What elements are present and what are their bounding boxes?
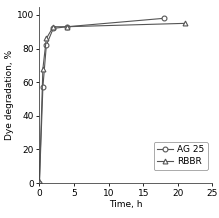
RBBR bbox=[38, 180, 41, 183]
Line: AG 25: AG 25 bbox=[37, 16, 166, 186]
AG 25 bbox=[66, 26, 68, 28]
RBBR bbox=[184, 22, 186, 25]
Y-axis label: Dye degradation, %: Dye degradation, % bbox=[5, 50, 14, 140]
AG 25 bbox=[42, 86, 44, 89]
AG 25 bbox=[38, 182, 41, 184]
RBBR bbox=[45, 37, 48, 40]
RBBR bbox=[52, 26, 55, 28]
RBBR bbox=[66, 26, 68, 28]
Legend: AG 25, RBBR: AG 25, RBBR bbox=[154, 142, 208, 170]
X-axis label: Time, h: Time, h bbox=[109, 201, 143, 209]
AG 25 bbox=[52, 27, 55, 30]
Line: RBBR: RBBR bbox=[37, 21, 187, 184]
AG 25 bbox=[163, 17, 165, 20]
AG 25 bbox=[45, 44, 48, 46]
RBBR bbox=[42, 67, 44, 70]
